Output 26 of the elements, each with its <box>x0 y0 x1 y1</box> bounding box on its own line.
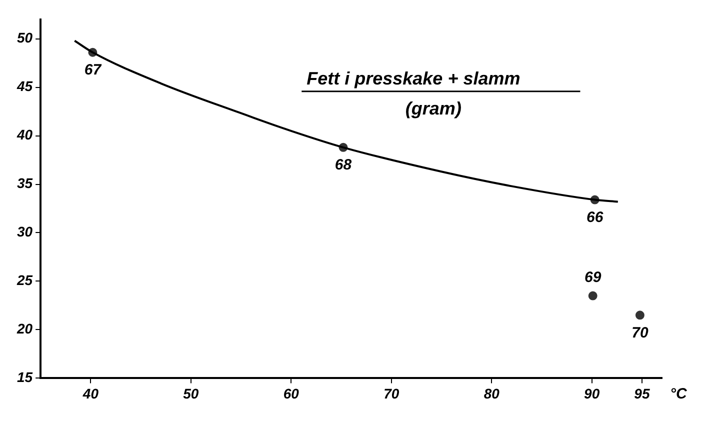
y-tick-label: 20 <box>16 320 33 337</box>
text: Fett i presskake + slamm <box>306 68 520 88</box>
y-tick-label: 25 <box>16 272 33 288</box>
y-tick-label: 40 <box>16 126 33 143</box>
point <box>588 291 598 300</box>
annotation: 70 <box>632 324 649 342</box>
text: (gram) <box>405 98 462 118</box>
x-tick-label: 50 <box>183 385 199 402</box>
line-series <box>74 40 619 203</box>
x-tick-label: 40 <box>82 385 99 402</box>
x-tick-label: 70 <box>384 385 400 402</box>
x-axis-title: °C <box>670 385 688 402</box>
x-tick-label: 95 <box>634 385 650 402</box>
annotation: 68 <box>334 156 352 174</box>
y-tick-label: 30 <box>16 224 33 240</box>
y-tick-label: 15 <box>16 369 33 386</box>
point <box>635 310 644 320</box>
y-tick-label: 35 <box>16 175 33 192</box>
annotation: 67 <box>84 62 102 79</box>
y-tick-label: 45 <box>16 78 33 94</box>
x-tick-label: 60 <box>283 385 300 402</box>
y-tick-label: 50 <box>16 30 33 46</box>
x-tick-label: 90 <box>584 385 600 402</box>
annotation: 66 <box>586 208 604 226</box>
annotation: 69 <box>584 268 602 286</box>
x-tick-label: 80 <box>484 385 500 402</box>
